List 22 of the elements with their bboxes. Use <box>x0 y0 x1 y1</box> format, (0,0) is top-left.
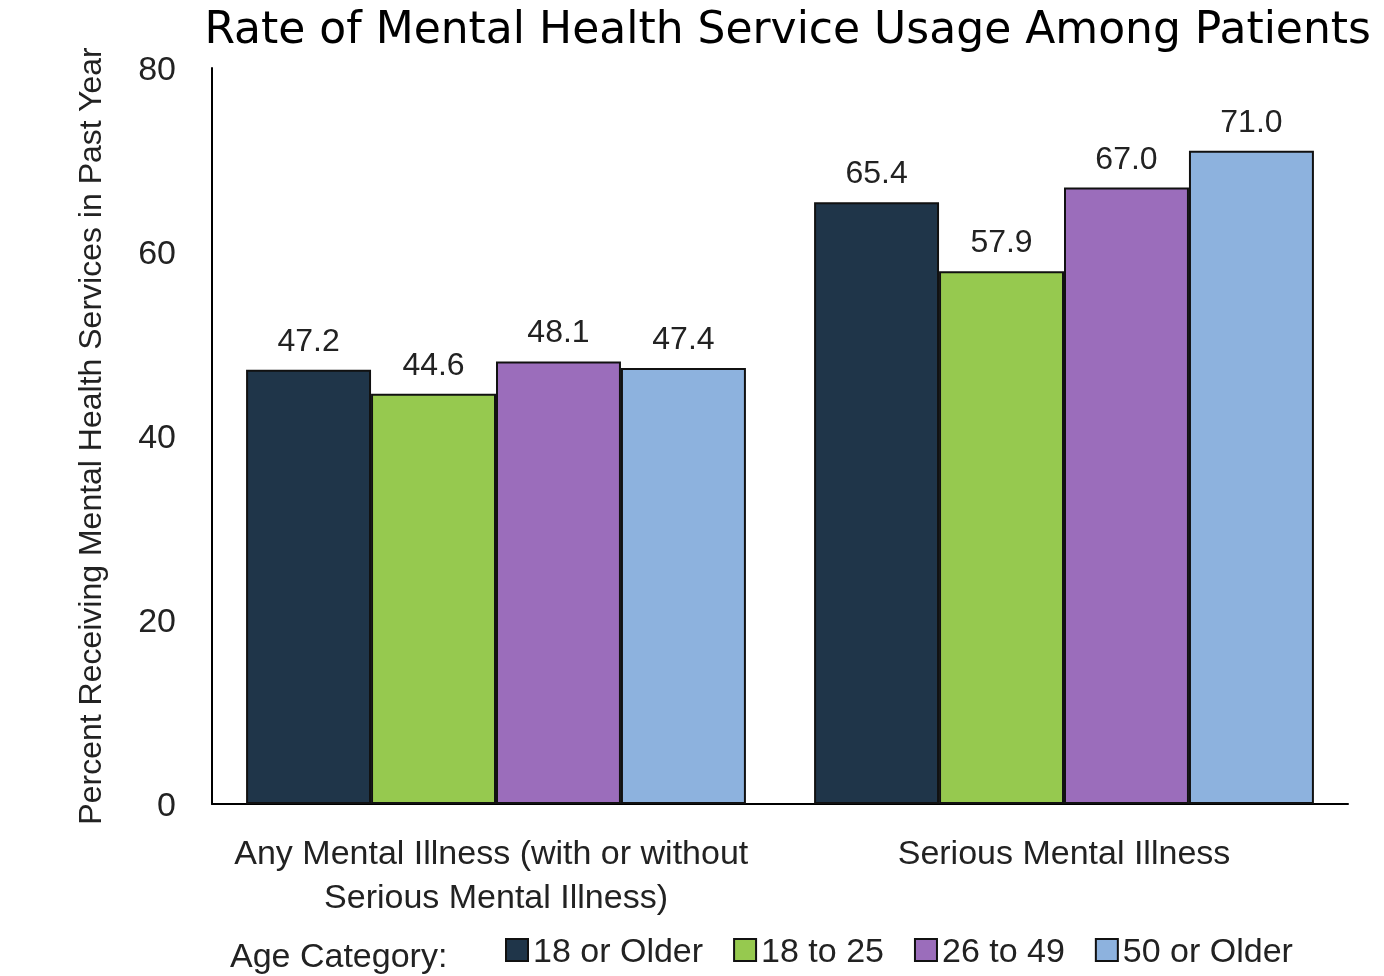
legend-label: 18 or Older <box>533 931 704 969</box>
data-label: 57.9 <box>970 223 1033 260</box>
legend-label: 26 to 49 <box>941 931 1065 969</box>
y-tick-label: 0 <box>157 785 176 823</box>
x-tick-label: Serious Mental Illness <box>897 833 1231 871</box>
data-label: 48.1 <box>527 313 590 350</box>
data-label: 44.6 <box>402 345 465 382</box>
data-label: 67.0 <box>1095 139 1158 176</box>
y-axis-title: Percent Receiving Mental Health Services in Past Year <box>72 47 108 825</box>
data-label: 47.4 <box>652 319 715 356</box>
legend-title: Age Category: <box>230 936 448 974</box>
legend-label: 50 or Older <box>1122 931 1293 969</box>
chart-title: Rate of Mental Health Service Usage Among Patients <box>204 1 1372 53</box>
data-label: 65.4 <box>845 154 908 191</box>
data-label: 71.0 <box>1220 102 1283 139</box>
y-tick-label: 40 <box>138 417 176 455</box>
y-tick-label: 80 <box>138 49 176 87</box>
y-tick-label: 20 <box>138 601 176 639</box>
x-tick-label: Any Mental Illness (with or without Serious Mental Illness) <box>234 833 758 915</box>
legend-label: 18 to 25 <box>761 931 884 969</box>
data-label: 47.2 <box>277 321 340 358</box>
y-tick-label: 60 <box>138 233 176 271</box>
